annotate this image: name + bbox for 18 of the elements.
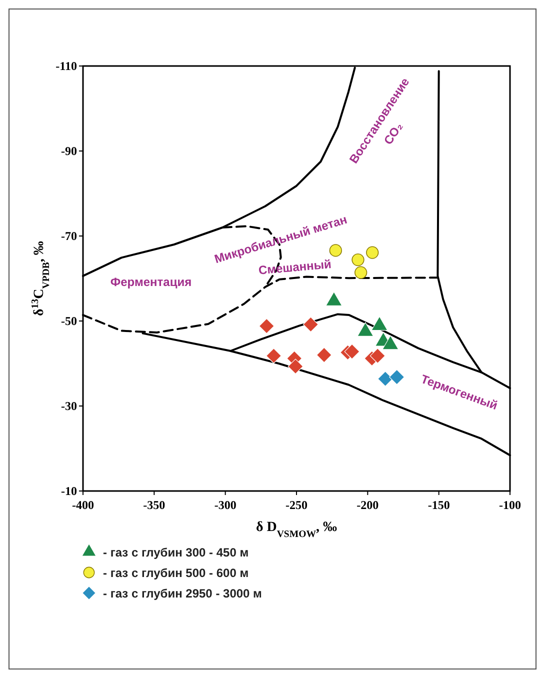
x-tick-label: -100 — [499, 498, 521, 512]
y-tick-label: -30 — [61, 399, 77, 413]
legend-label: - газ с глубин 300 - 450 м — [103, 546, 249, 560]
legend-label: - газ с глубин 500 - 600 м — [103, 566, 249, 580]
y-tick-label: -50 — [61, 314, 77, 328]
y-tick-label: -70 — [61, 229, 77, 243]
y-tick-label: -90 — [61, 144, 77, 158]
annotation: Ферментация — [110, 275, 192, 290]
x-tick-label: -400 — [72, 498, 94, 512]
x-tick-label: -250 — [286, 498, 308, 512]
y-tick-label: -110 — [56, 59, 77, 73]
legend-label: - газ с глубин 2950 - 3000 м — [103, 586, 262, 600]
x-tick-label: -350 — [143, 498, 166, 512]
x-tick-label: -200 — [356, 498, 379, 512]
y-tick-label: -10 — [61, 484, 77, 498]
x-tick-label: -150 — [428, 498, 450, 512]
x-axis-title: δ D$_{VSMOW}$, ‰ — [256, 520, 338, 540]
x-tick-label: -300 — [214, 498, 236, 512]
